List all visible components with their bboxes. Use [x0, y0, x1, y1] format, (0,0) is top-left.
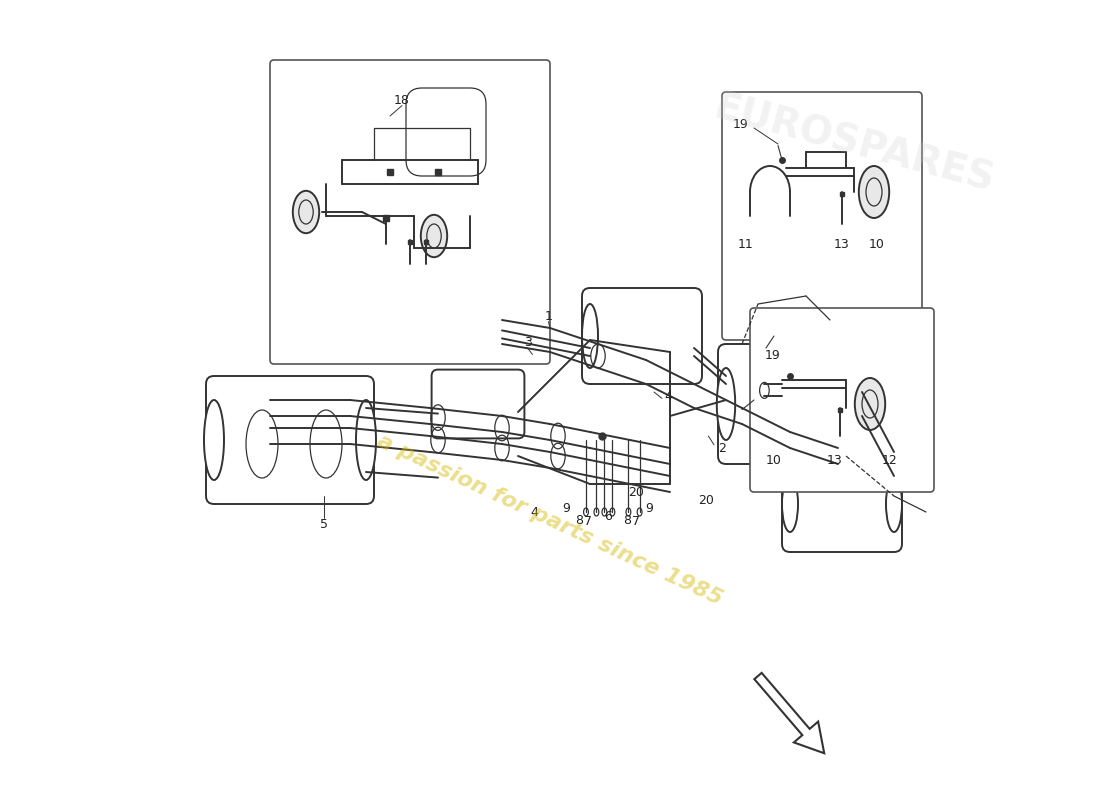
Ellipse shape [855, 378, 886, 430]
FancyBboxPatch shape [431, 370, 525, 438]
Text: EUROSPARES: EUROSPARES [710, 88, 999, 200]
Text: 12: 12 [882, 454, 898, 466]
Text: 19: 19 [764, 350, 780, 362]
FancyBboxPatch shape [270, 60, 550, 364]
Ellipse shape [204, 400, 224, 480]
Text: 6: 6 [604, 510, 612, 522]
Text: 7: 7 [584, 515, 593, 528]
Text: 5: 5 [320, 518, 329, 530]
FancyBboxPatch shape [750, 308, 934, 492]
Text: 13: 13 [834, 238, 850, 250]
Text: 20: 20 [628, 486, 645, 498]
Text: 13: 13 [827, 454, 843, 466]
Text: a passion for parts since 1985: a passion for parts since 1985 [374, 431, 726, 609]
Ellipse shape [886, 476, 902, 532]
Text: 11: 11 [738, 238, 754, 250]
Ellipse shape [582, 304, 598, 368]
Text: 10: 10 [766, 454, 782, 466]
Text: 18: 18 [394, 94, 410, 106]
Ellipse shape [782, 476, 797, 532]
FancyBboxPatch shape [206, 376, 374, 504]
Ellipse shape [859, 166, 889, 218]
Ellipse shape [356, 400, 376, 480]
Text: 8: 8 [575, 514, 583, 526]
FancyBboxPatch shape [718, 344, 870, 464]
FancyBboxPatch shape [406, 88, 486, 176]
Ellipse shape [852, 368, 871, 440]
Text: 20: 20 [698, 494, 714, 506]
Ellipse shape [293, 190, 319, 234]
FancyArrow shape [755, 673, 824, 754]
Ellipse shape [717, 368, 735, 440]
Text: 1: 1 [544, 310, 552, 322]
FancyBboxPatch shape [582, 288, 702, 384]
FancyBboxPatch shape [722, 92, 922, 340]
Text: 10: 10 [869, 238, 884, 250]
Text: 9: 9 [562, 502, 570, 514]
Text: 9: 9 [646, 502, 653, 514]
Text: 7: 7 [632, 515, 640, 528]
Text: 4: 4 [530, 506, 538, 518]
Text: 19: 19 [733, 118, 748, 130]
FancyBboxPatch shape [782, 456, 902, 552]
Text: 3: 3 [524, 336, 531, 349]
Text: 2: 2 [718, 442, 726, 454]
Text: 8: 8 [623, 514, 630, 526]
Ellipse shape [421, 214, 448, 258]
Text: 4: 4 [664, 390, 672, 402]
